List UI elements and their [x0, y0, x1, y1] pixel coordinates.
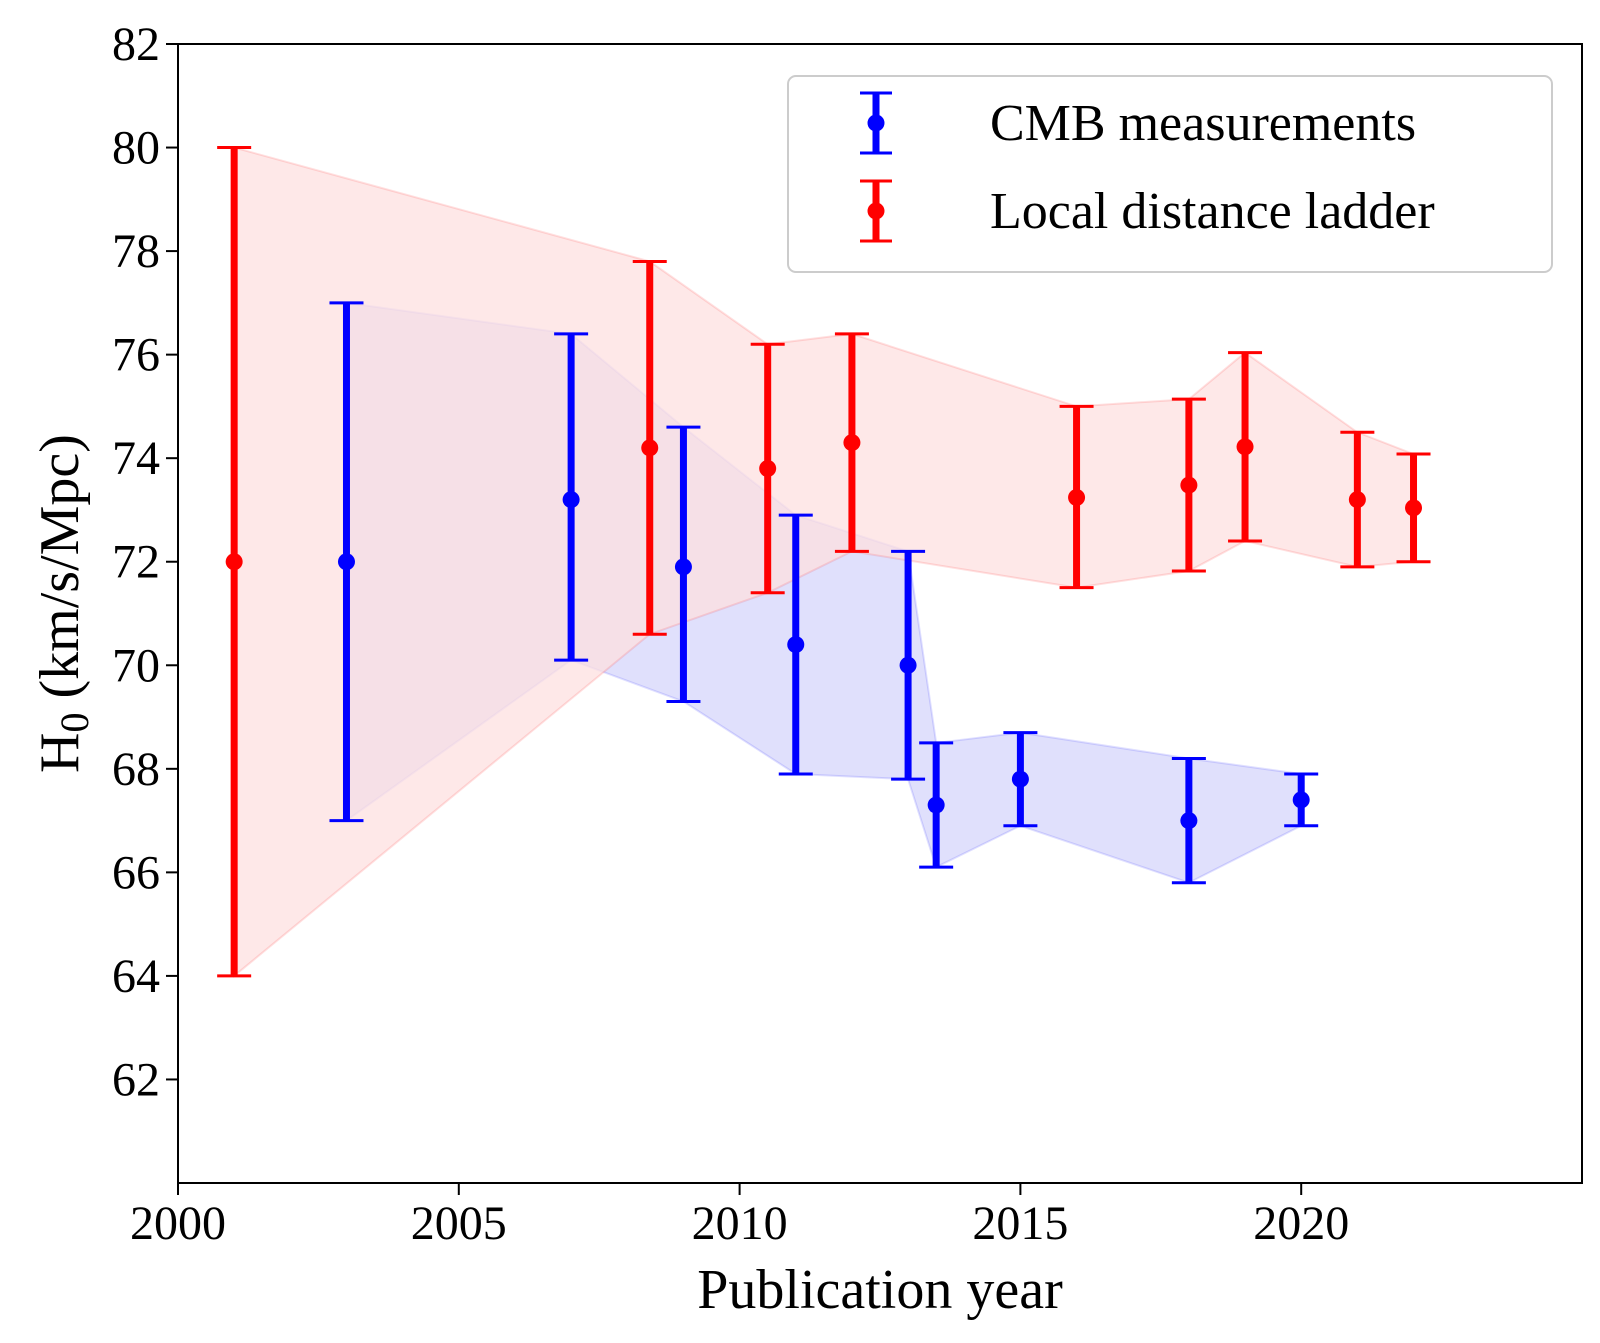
- local-distance-ladder-marker: [1348, 491, 1366, 509]
- local-distance-ladder-marker: [1405, 499, 1423, 517]
- y-tick-label: 64: [112, 950, 160, 1003]
- cmb-measurements-point: [891, 549, 926, 781]
- local-distance-ladder-point: [1171, 397, 1206, 573]
- y-axis-title-units: (km/s/Mpc): [29, 434, 91, 712]
- legend-swatch-marker: [867, 114, 885, 132]
- legend-swatch-marker: [867, 202, 885, 220]
- cmb-measurements-marker: [1180, 812, 1198, 830]
- cmb-measurements-point: [1284, 772, 1319, 828]
- local-distance-ladder-marker: [1180, 476, 1198, 494]
- y-tick-label: 62: [112, 1053, 160, 1106]
- local-distance-ladder-marker: [843, 434, 861, 452]
- local-distance-ladder-point: [632, 259, 667, 636]
- cmb-measurements-point: [1171, 756, 1206, 885]
- local-distance-ladder-marker: [759, 460, 777, 478]
- cmb-measurements-point: [666, 425, 701, 704]
- x-tick-label: 2015: [972, 1197, 1068, 1250]
- legend-item-cmb-measurements: CMB measurements: [860, 91, 1416, 155]
- y-tick-label: 82: [112, 18, 160, 71]
- y-axis-title: H0 (km/s/Mpc): [29, 434, 97, 773]
- local-distance-ladder-marker: [1236, 438, 1254, 456]
- legend-item-local-distance-ladder: Local distance ladder: [860, 179, 1435, 243]
- cmb-measurements-point: [919, 741, 954, 869]
- y-tick-label: 80: [112, 122, 160, 175]
- legend-label: Local distance ladder: [990, 183, 1435, 240]
- local-distance-ladder-point: [834, 332, 869, 553]
- cmb-measurements-marker: [927, 796, 945, 814]
- cmb-measurements-marker: [562, 491, 580, 509]
- cmb-measurements-marker: [337, 553, 355, 571]
- legend-label: CMB measurements: [990, 95, 1416, 152]
- cmb-measurements-marker: [1011, 770, 1029, 788]
- cmb-measurements-marker: [674, 558, 692, 576]
- local-distance-ladder-point: [1396, 452, 1431, 564]
- x-tick-label: 2020: [1253, 1197, 1349, 1250]
- y-tick-label: 74: [112, 432, 160, 485]
- local-distance-ladder-point: [1228, 351, 1263, 543]
- cmb-measurements-marker: [899, 656, 917, 674]
- cmb-measurements-marker: [1292, 791, 1310, 809]
- local-distance-ladder-point: [1340, 430, 1375, 569]
- y-tick-label: 70: [112, 639, 160, 692]
- plot-frame: [177, 43, 1583, 1184]
- y-axis-title-main: H: [29, 732, 91, 772]
- x-tick-label: 2000: [130, 1197, 226, 1250]
- x-axis: 2000 2005 2010 2015 2020: [130, 1183, 1349, 1250]
- local-distance-ladder-marker: [225, 553, 243, 571]
- y-tick-label: 72: [112, 536, 160, 589]
- y-tick-label: 76: [112, 329, 160, 382]
- legend-box: [787, 75, 1553, 273]
- cmb-measurements-point: [778, 513, 813, 776]
- local-distance-ladder-marker: [1068, 489, 1086, 507]
- cmb-measurements-point: [554, 332, 589, 662]
- cmb-measurements-marker: [787, 636, 805, 654]
- x-tick-label: 2010: [692, 1197, 788, 1250]
- legend: CMB measurements Local distance ladder: [787, 75, 1553, 273]
- y-tick-label: 66: [112, 846, 160, 899]
- local-distance-ladder-point: [217, 146, 252, 978]
- local-distance-ladder-point: [750, 342, 785, 595]
- y-tick-label: 78: [112, 225, 160, 278]
- y-axis-title-subscript: 0: [52, 712, 97, 732]
- error-bars: [217, 146, 1431, 978]
- x-axis-title: Publication year: [697, 1259, 1063, 1321]
- local-distance-ladder-point: [1059, 404, 1094, 590]
- cmb-measurements-point: [1003, 731, 1038, 828]
- y-tick-label: 68: [112, 743, 160, 796]
- cmb-measurements-point: [329, 301, 364, 823]
- x-tick-label: 2005: [411, 1197, 507, 1250]
- local-distance-ladder-marker: [641, 439, 659, 457]
- y-axis: 62 64 66 68 70 72 74 76 78 80 82: [112, 18, 178, 1106]
